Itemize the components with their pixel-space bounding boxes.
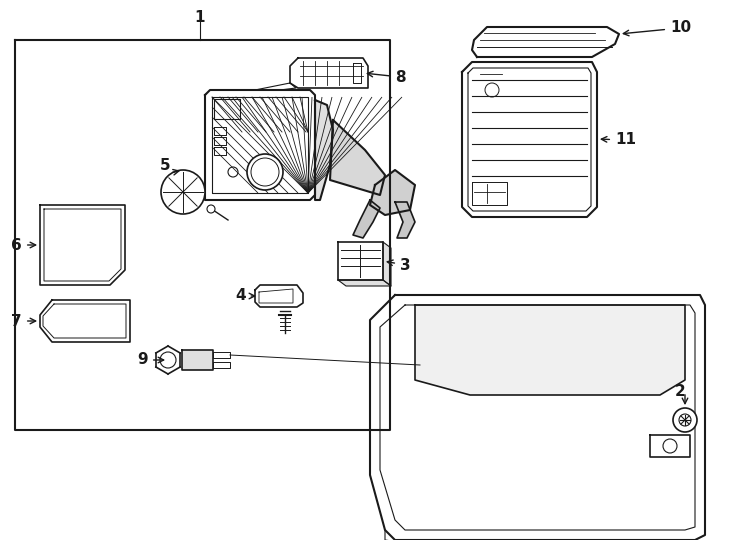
Polygon shape [182, 350, 213, 370]
Polygon shape [353, 200, 380, 238]
Bar [212, 97, 308, 193]
Polygon shape [462, 62, 597, 217]
Polygon shape [255, 285, 303, 307]
Polygon shape [383, 242, 391, 286]
Text: 8: 8 [367, 70, 406, 84]
Circle shape [161, 170, 205, 214]
Polygon shape [370, 295, 705, 540]
Text: 2: 2 [675, 384, 686, 400]
Polygon shape [40, 300, 130, 342]
Text: 6: 6 [11, 238, 36, 253]
Text: 9: 9 [137, 353, 164, 368]
Polygon shape [330, 120, 385, 195]
Circle shape [247, 154, 283, 190]
Text: 4: 4 [235, 288, 255, 303]
Circle shape [663, 439, 677, 453]
Polygon shape [40, 205, 125, 285]
Polygon shape [338, 280, 391, 286]
Polygon shape [290, 58, 368, 88]
Polygon shape [415, 305, 685, 395]
Circle shape [207, 205, 215, 213]
Circle shape [673, 408, 697, 432]
Polygon shape [315, 100, 333, 200]
Text: 3: 3 [388, 258, 410, 273]
Polygon shape [650, 435, 690, 457]
Text: 10: 10 [623, 21, 691, 36]
Text: 11: 11 [601, 132, 636, 147]
Polygon shape [205, 90, 315, 200]
Polygon shape [395, 202, 415, 238]
Text: 1: 1 [195, 10, 206, 25]
Text: 5: 5 [160, 158, 170, 172]
Polygon shape [255, 83, 296, 90]
Polygon shape [472, 27, 619, 57]
Text: 7: 7 [11, 314, 36, 328]
Polygon shape [338, 242, 383, 280]
Polygon shape [370, 170, 415, 215]
